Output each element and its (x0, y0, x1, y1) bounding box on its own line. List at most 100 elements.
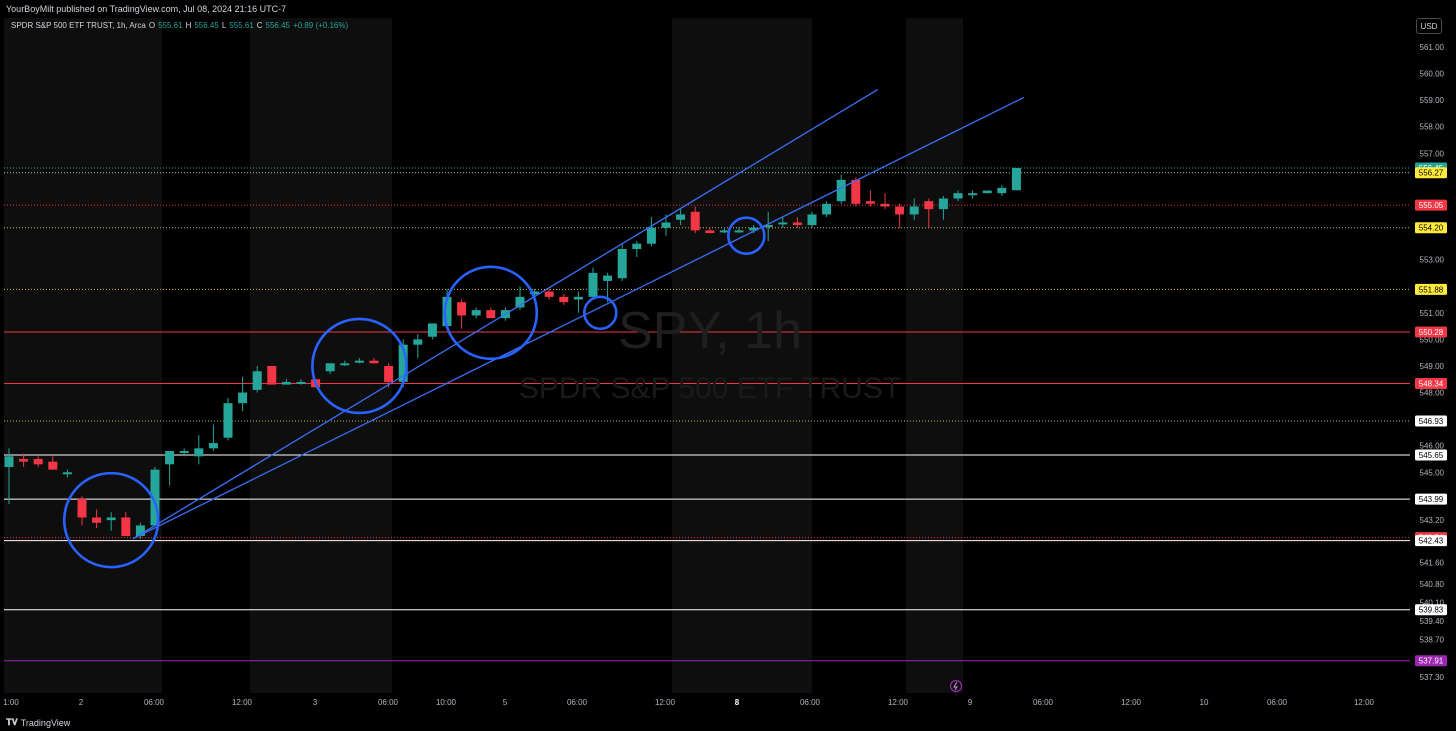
candle (238, 376, 248, 412)
candles (4, 167, 1021, 539)
price-tag-label: 546.93 (1419, 417, 1444, 426)
candle (252, 365, 262, 393)
candle (676, 209, 686, 226)
y-tick-label: 548.00 (1420, 389, 1445, 398)
publisher-text: YourBoyMilt published on TradingView.com… (6, 4, 287, 14)
session-band (906, 18, 963, 693)
candle (734, 227, 744, 234)
price-tag-bg (1415, 655, 1447, 667)
candle-body (515, 296, 525, 308)
candle-body (413, 339, 423, 345)
candle-body (544, 291, 554, 297)
candle-body (457, 302, 467, 316)
price-tag: 554.20 (1415, 222, 1447, 234)
x-tick-label: 5 (503, 698, 508, 707)
price-tag: 551.88 (1415, 283, 1447, 295)
candle (953, 190, 963, 202)
candle-body (165, 451, 175, 465)
candle (895, 203, 905, 228)
change-value: +0.89 (+0.16%) (293, 21, 349, 30)
candle (559, 294, 569, 305)
y-tick-label: 540.10 (1420, 599, 1445, 608)
candle (515, 286, 525, 311)
price-tag-label: 550.28 (1419, 328, 1444, 337)
candle-body (865, 201, 875, 204)
x-tick-label: 10 (1200, 698, 1209, 707)
price-tag: 537.91 (1415, 655, 1447, 667)
low-label: L (221, 21, 227, 30)
candle (267, 365, 277, 385)
candle (997, 185, 1007, 196)
candle (792, 217, 802, 228)
candle-body (106, 517, 116, 521)
session-band (4, 18, 162, 693)
price-tag-bg (1415, 378, 1447, 390)
candle (427, 323, 437, 340)
y-tick-label: 553.00 (1420, 256, 1445, 265)
price-tag-bg (1415, 449, 1447, 461)
x-tick-label: 12:00 (655, 698, 676, 707)
currency-button[interactable]: USD (1416, 18, 1442, 34)
candle-body (924, 201, 934, 210)
candle (150, 466, 160, 526)
candle-body (442, 296, 452, 327)
price-tag: 546.93 (1415, 415, 1447, 427)
candle (807, 211, 817, 228)
watermark-subtitle: SPDR S&P 500 ETF TRUST (519, 372, 901, 405)
low-value: 555.61 (229, 21, 254, 30)
candle (4, 448, 14, 505)
x-tick-label: 06:00 (378, 698, 399, 707)
candle-body (4, 456, 14, 467)
y-tick-label: 560.00 (1420, 70, 1445, 79)
candle (165, 451, 175, 486)
x-tick-label: 12:00 (888, 698, 909, 707)
y-axis: 537.30 538.70 539.40 540.10 540.80 541.60 543.… (1420, 43, 1445, 682)
candle-body (705, 230, 715, 234)
candle-body (296, 381, 306, 384)
candle (573, 291, 583, 313)
watermark-title: SPY, 1h (618, 302, 802, 360)
price-tag: 539.83 (1415, 604, 1447, 616)
candle-body (997, 187, 1007, 194)
price-tag-bg (1415, 326, 1447, 338)
symbol-legend: SPDR S&P 500 ETF TRUST, 1h, Arca O 555.61… (11, 21, 348, 30)
candle (909, 198, 919, 220)
x-tick-label: 2 (79, 698, 84, 707)
candle-body (836, 179, 846, 202)
candle-body (62, 472, 72, 475)
y-tick-label: 558.00 (1420, 123, 1445, 132)
candle-body (92, 517, 102, 523)
y-tick-label: 559.00 (1420, 96, 1445, 105)
tradingview-footer[interactable]: 𝐓𝐕 TradingView (6, 717, 70, 728)
price-tag-bg (1415, 493, 1447, 505)
y-tick-label: 545.00 (1420, 468, 1445, 477)
candle-body (880, 203, 890, 207)
candle (938, 195, 948, 220)
candle-body (851, 179, 861, 204)
y-tick-label: 546.00 (1420, 442, 1445, 451)
candle (179, 448, 189, 457)
price-tag: 555.05 (1415, 199, 1447, 211)
candle (384, 363, 394, 388)
lightning-bolt-icon (953, 681, 958, 691)
x-tick-label: 12:00 (232, 698, 253, 707)
annotation-circle (443, 265, 539, 361)
candle (92, 509, 102, 529)
candle-body (33, 458, 43, 465)
candle-body (938, 198, 948, 210)
candle-body (530, 291, 540, 295)
candle-body (179, 451, 189, 454)
candle (632, 241, 642, 257)
symbol-name: SPDR S&P 500 ETF TRUST, 1h, Arca (11, 21, 146, 30)
y-tick-label: 537.30 (1420, 673, 1445, 682)
candle (340, 360, 350, 366)
candle-body (486, 310, 496, 319)
candle (296, 379, 306, 385)
x-tick-label: 06:00 (144, 698, 165, 707)
price-tag-label: 548.34 (1419, 380, 1444, 389)
price-tag: 542.43 (1415, 535, 1447, 547)
candle (646, 217, 656, 247)
price-tag-label: 537.91 (1419, 657, 1444, 666)
candle (544, 288, 554, 300)
